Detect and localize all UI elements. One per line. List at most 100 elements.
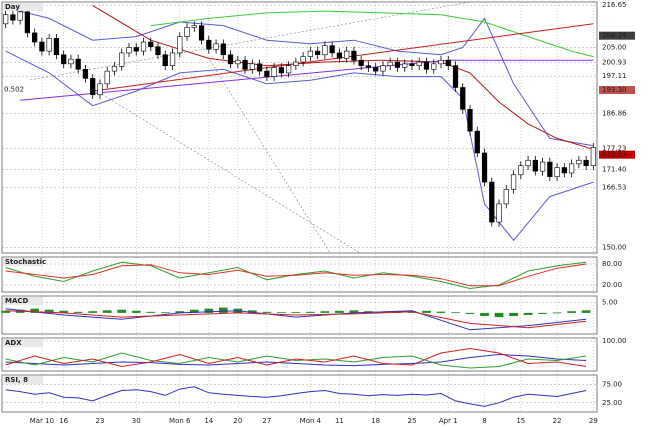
candle-body (155, 46, 161, 56)
candle-body (503, 189, 509, 205)
histogram-bar (422, 310, 431, 313)
histogram-bar (44, 309, 54, 313)
panel-title-bg (3, 3, 43, 11)
histogram-bar (117, 309, 127, 313)
y-tick-label: 171.40 (602, 166, 627, 174)
panel-frame (1, 374, 598, 413)
y-tick-label: 166.53 (602, 183, 627, 191)
candle-body (75, 58, 81, 70)
histogram-bar (552, 312, 562, 314)
candle-body (583, 159, 589, 166)
y-tick-label: 197.11 (602, 72, 627, 80)
x-tick-label: 22 (553, 417, 562, 425)
candle-body (590, 147, 596, 166)
histogram-bar (509, 312, 518, 317)
candle-body (119, 52, 125, 67)
candle-body (111, 66, 118, 72)
candle-body (300, 56, 306, 63)
panel-title: Day (5, 3, 20, 11)
indicator-line (5, 347, 587, 368)
candle-body (90, 78, 96, 96)
y-tick-label: 80.00 (602, 260, 622, 268)
candle-body (271, 67, 277, 77)
panel-title: RSI, 8 (5, 376, 28, 384)
candle-body (249, 63, 255, 70)
candle-body (126, 47, 132, 54)
candle-body (568, 163, 575, 174)
candle-body (402, 63, 408, 68)
candle-body (539, 161, 546, 172)
candle-body (140, 41, 147, 52)
candle-body (133, 47, 139, 52)
candle-body (235, 59, 241, 65)
candle-body (24, 11, 31, 34)
histogram-bar (59, 310, 69, 313)
y-tick-label: 216.65 (602, 1, 627, 9)
candle-body (177, 36, 183, 54)
indicator-line (5, 310, 587, 329)
candle-body (278, 67, 284, 74)
annotation: 0.502 (4, 85, 24, 93)
y-tick-label: 25.00 (602, 399, 622, 407)
histogram-bar (465, 312, 475, 314)
candle-body (496, 203, 502, 223)
histogram-bar (160, 312, 170, 314)
histogram-bar (349, 310, 359, 313)
y-tick-label: 186.86 (602, 109, 627, 117)
histogram-bar (204, 308, 214, 313)
indicator-line (5, 352, 587, 369)
candle-body (198, 25, 205, 41)
candle-body (220, 43, 226, 56)
candle-body (169, 52, 176, 66)
y-tick-label: 150.00 (602, 244, 627, 252)
candle-body (104, 70, 110, 85)
candle-body (256, 63, 263, 72)
panel-title-bg (3, 297, 43, 305)
candle-body (82, 68, 89, 79)
panel-title-bg (3, 258, 43, 266)
y-tick-label: 200.93 (602, 58, 627, 66)
histogram-bar (523, 312, 533, 315)
x-tick-label: Apr 1 (439, 417, 458, 425)
candle-body (336, 52, 343, 59)
price-marker-label: 193.30 (602, 86, 627, 94)
histogram-bar (73, 311, 83, 313)
panel-frame (1, 1, 598, 254)
candle-body (293, 61, 299, 66)
histogram-bar (306, 311, 315, 313)
histogram-bar (494, 312, 504, 318)
histogram-bar (262, 311, 272, 313)
x-tick-label: 25 (408, 417, 417, 425)
histogram-bar (335, 310, 344, 313)
y-tick-label: 75.00 (602, 380, 622, 388)
candle-body (489, 181, 495, 223)
candle-body (53, 38, 60, 56)
candle-body (97, 83, 103, 96)
candle-body (510, 174, 517, 190)
panel-title-bg (3, 376, 43, 384)
panel-title: ADX (5, 339, 22, 347)
histogram-bar (277, 312, 286, 314)
candle-body (3, 14, 9, 25)
y-tick-label: 205.00 (602, 43, 627, 51)
histogram-bar (538, 312, 547, 314)
x-tick-label: 8 (482, 417, 486, 425)
y-tick-label: 5.00 (602, 298, 618, 306)
x-tick-label: 23 (95, 417, 104, 425)
panel-frame (1, 337, 598, 372)
candle-body (416, 61, 422, 66)
overlay-line (150, 10, 594, 58)
candle-body (39, 41, 45, 52)
histogram-bar (567, 311, 576, 313)
candle-body (525, 159, 531, 166)
candle-body (394, 61, 401, 68)
price-marker-label: 175.53 (602, 151, 627, 159)
candle-body (518, 165, 524, 176)
candle-body (365, 65, 372, 68)
candle-body (315, 50, 321, 56)
candle-body (227, 54, 234, 65)
candle-body (285, 65, 292, 74)
histogram-bar (291, 312, 301, 313)
x-tick-label: 29 (589, 417, 598, 425)
candle-body (423, 61, 430, 70)
